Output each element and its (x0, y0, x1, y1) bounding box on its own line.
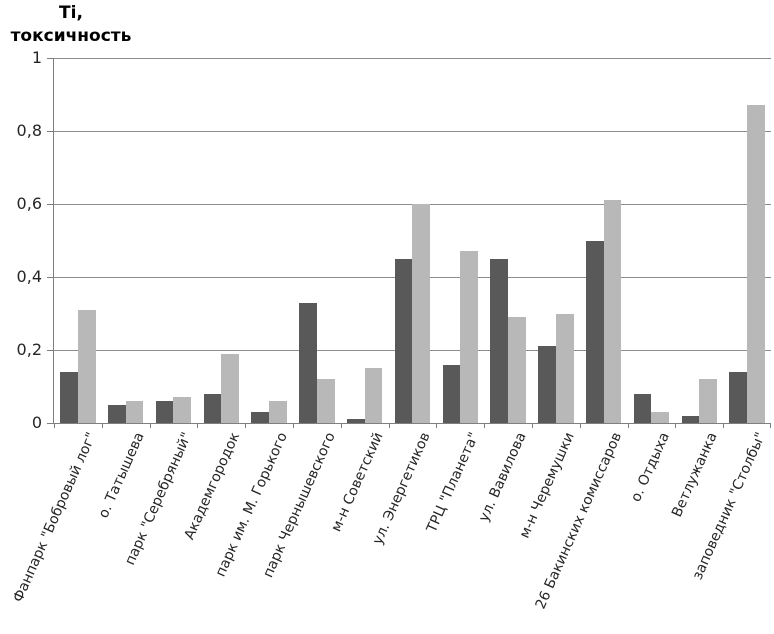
x-tick-mark (436, 423, 438, 428)
bar-series-2-light-gray (77, 309, 96, 423)
x-axis-category-label-text: Фанпарк "Бобровый лог" (9, 430, 100, 605)
bar-series-2-light-gray (508, 317, 526, 423)
bar-group (245, 58, 293, 423)
gridline-1 (54, 57, 771, 59)
x-axis-category-label-text: ул. Вавилова (476, 430, 530, 525)
x-axis-category-label-text: 26 Бакинских комиссаров (532, 430, 626, 612)
y-tick-mark (47, 130, 54, 132)
x-tick-mark (340, 423, 342, 428)
bar-group (54, 58, 102, 423)
x-tick-mark (149, 423, 151, 428)
y-tick-mark (47, 422, 54, 424)
bar-series-2-light-gray (699, 379, 717, 423)
bar-series-1-dark-gray (203, 393, 222, 423)
bar-group (436, 58, 484, 423)
x-axis-category-label-text: ТРЦ "Планета" (423, 430, 482, 535)
y-tick-mark (47, 203, 54, 205)
bar-series-1-dark-gray (585, 240, 604, 423)
bar-series-1-dark-gray (347, 419, 365, 423)
bar-series-2-light-gray (460, 251, 478, 423)
bar-group (723, 58, 771, 423)
x-tick-mark (723, 423, 725, 428)
y-axis-tick-label: 0,8 (16, 121, 42, 140)
x-tick-mark (245, 423, 247, 428)
x-axis-category-label-text: о. Отдыха (628, 430, 674, 505)
bar-series-1-dark-gray (251, 412, 270, 423)
bar-group (150, 58, 198, 423)
bar-group (102, 58, 150, 423)
y-tick-mark (47, 276, 54, 278)
bar-series-2-light-gray (412, 204, 431, 423)
bar-series-2-light-gray (316, 379, 335, 423)
x-tick-mark (627, 423, 629, 428)
x-tick-mark (101, 423, 103, 428)
y-axis-tick-label: 0,2 (16, 340, 42, 359)
bar-series-1-dark-gray (633, 393, 652, 423)
bar-series-1-dark-gray (394, 258, 413, 423)
chart-title: Ti, токсичность (0, 2, 142, 48)
x-tick-mark (579, 423, 581, 428)
bar-series-1-dark-gray (442, 364, 461, 423)
bar-series-1-dark-gray (108, 404, 126, 423)
bar-groups (54, 58, 771, 423)
bar-series-2-light-gray (364, 368, 383, 423)
bar-series-1-dark-gray (155, 401, 174, 423)
bar-group (341, 58, 389, 423)
x-tick-mark (675, 423, 677, 428)
bar-group (197, 58, 245, 423)
bar-group (675, 58, 723, 423)
x-axis-category-label-text: о. Татышева (95, 430, 148, 521)
bar-series-2-light-gray (747, 105, 765, 423)
x-tick-mark (770, 423, 771, 428)
bar-group (580, 58, 628, 423)
x-tick-mark (197, 423, 199, 428)
x-tick-mark (293, 423, 294, 428)
bar-series-2-light-gray (603, 200, 622, 423)
bar-series-1-dark-gray (299, 302, 317, 423)
bar-series-2-light-gray (269, 401, 287, 423)
plot-area (47, 57, 771, 428)
y-axis-tick-label: 0,4 (16, 267, 42, 286)
bar-series-1-dark-gray (538, 346, 556, 423)
bar-series-1-dark-gray (60, 371, 78, 423)
y-axis-tick-label: 0 (31, 413, 42, 432)
bar-series-2-light-gray (651, 412, 670, 423)
x-tick-mark (532, 423, 533, 428)
bar-series-2-light-gray (173, 397, 192, 423)
chart-title-line2: токсичность (10, 26, 132, 46)
y-tick-mark (47, 349, 54, 351)
bar-series-1-dark-gray (681, 415, 700, 423)
bar-series-1-dark-gray (490, 258, 509, 423)
chart-title-line1: Ti, (59, 3, 83, 23)
x-axis-category-label-text: м-н Советский (328, 430, 387, 535)
gridline-0,8 (54, 130, 771, 132)
bar-series-2-light-gray (555, 313, 574, 423)
x-axis-category-label-text: Ветлужанка (669, 430, 721, 520)
y-axis-tick-label: 1 (31, 48, 42, 67)
bar-group (628, 58, 676, 423)
bar-series-2-light-gray (125, 401, 144, 423)
bar-group (484, 58, 532, 423)
bar-group (532, 58, 580, 423)
x-tick-mark (388, 423, 390, 428)
x-tick-mark (54, 423, 55, 428)
bar-group (293, 58, 341, 423)
bar-series-2-light-gray (221, 353, 239, 423)
y-tick-mark (47, 57, 54, 59)
x-tick-mark (484, 423, 486, 428)
bar-series-1-dark-gray (729, 371, 748, 423)
bar-group (389, 58, 437, 423)
y-axis-tick-label: 0,6 (16, 194, 42, 213)
